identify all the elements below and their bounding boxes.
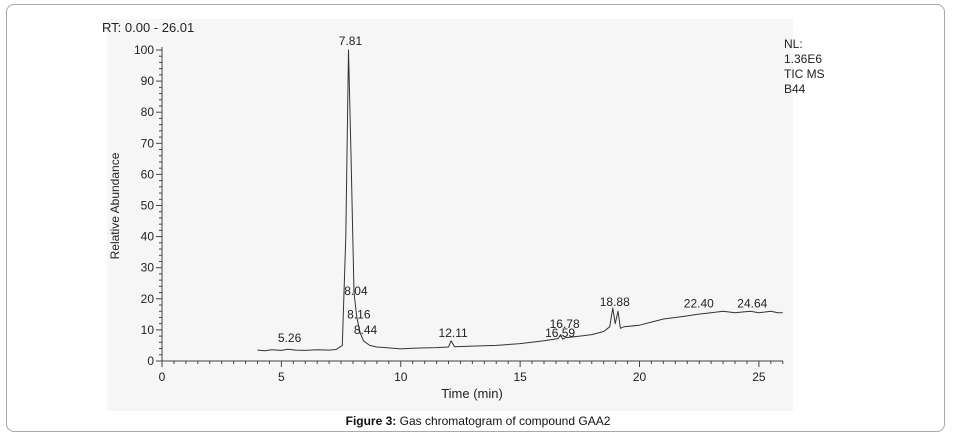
peak-label: 8.44 bbox=[354, 323, 378, 337]
info-box: NL: 1.36E6 TIC MS B44 bbox=[784, 37, 825, 96]
peak-label: 12.11 bbox=[439, 326, 468, 340]
peak-label: 8.16 bbox=[347, 308, 371, 322]
y-tick-label: 80 bbox=[141, 105, 155, 119]
y-tick-label: 60 bbox=[141, 167, 155, 181]
x-ticks: 0 5 10 15 20 25 bbox=[159, 361, 784, 384]
tic-trace-line bbox=[257, 49, 783, 352]
peak-label: 24.64 bbox=[737, 297, 767, 311]
info-line-scan: TIC MS bbox=[784, 67, 825, 81]
y-tick-label: 30 bbox=[141, 261, 155, 275]
peak-label: 16.78 bbox=[550, 317, 580, 331]
y-tick-label: 10 bbox=[141, 323, 155, 337]
peak-label: 8.04 bbox=[344, 284, 368, 298]
x-tick-label: 15 bbox=[513, 370, 527, 384]
peak-label: 7.81 bbox=[339, 34, 363, 48]
peak-label: 22.40 bbox=[684, 297, 714, 311]
x-tick-label: 10 bbox=[394, 370, 408, 384]
chromatogram-scan-background bbox=[107, 19, 793, 411]
caption-text: Gas chromatogram of compound GAA2 bbox=[396, 414, 611, 428]
peak-label: 5.26 bbox=[278, 331, 302, 345]
y-tick-label: 50 bbox=[141, 199, 155, 213]
x-tick-label: 5 bbox=[278, 370, 285, 384]
y-tick-label: 90 bbox=[141, 74, 155, 88]
series-group bbox=[257, 49, 783, 352]
x-tick-label: 20 bbox=[633, 370, 647, 384]
info-line-value: 1.36E6 bbox=[784, 52, 822, 66]
figure-caption: Figure 3: Gas chromatogram of compound G… bbox=[0, 414, 956, 428]
caption-label: Figure 3: bbox=[345, 414, 397, 428]
y-tick-label: 40 bbox=[141, 230, 155, 244]
x-tick-label: 0 bbox=[159, 370, 166, 384]
peak-label: 16.59 bbox=[545, 326, 575, 340]
info-line-nl: NL: bbox=[784, 37, 803, 51]
x-axis-label: Time (min) bbox=[441, 386, 503, 401]
y-tick-label: 0 bbox=[147, 354, 154, 368]
y-tick-label: 100 bbox=[134, 43, 154, 57]
y-ticks: 0 10 20 30 40 50 60 70 80 90 100 bbox=[134, 43, 162, 368]
peak-label: 18.88 bbox=[600, 295, 630, 309]
info-line-sample: B44 bbox=[784, 82, 806, 96]
x-tick-label: 25 bbox=[752, 370, 766, 384]
y-tick-label: 70 bbox=[141, 136, 155, 150]
chart-title: RT: 0.00 - 26.01 bbox=[102, 20, 194, 35]
y-axis-label: Relative Abundance bbox=[108, 152, 122, 259]
y-tick-label: 20 bbox=[141, 292, 155, 306]
